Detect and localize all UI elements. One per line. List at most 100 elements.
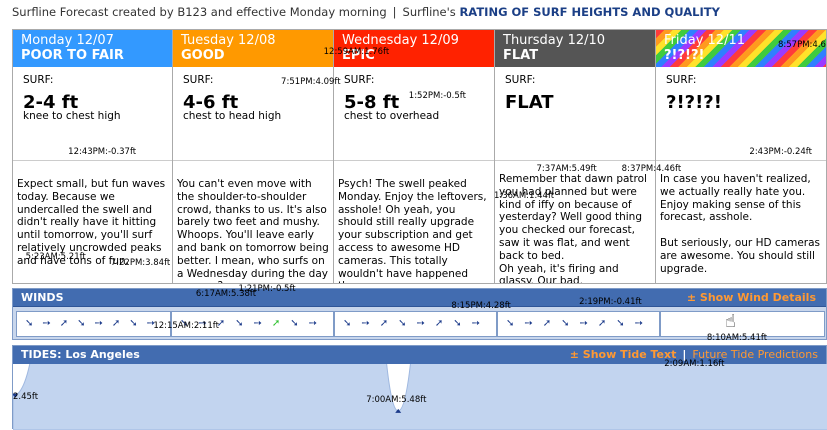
tides-title: TIDES: Los Angeles	[21, 348, 140, 361]
day-description: Psych! The swell peaked Monday. Enjoy th…	[338, 178, 487, 283]
day-date: Monday 12/07	[21, 33, 114, 48]
wind-arrow-icon: ➙	[416, 318, 425, 329]
day-header: Wednesday 12/09 EPIC	[334, 30, 494, 67]
day-rating: ?!?!?!	[664, 48, 705, 63]
wind-arrow-icon: ➘	[180, 318, 189, 329]
day-rating: FLAT	[503, 48, 539, 63]
tide-label: 8:10AM:5.41ft	[706, 332, 768, 343]
tide-label: 1:21PM:-0.5ft	[238, 284, 296, 295]
divider	[334, 160, 494, 161]
winds-header: WINDS ± Show Wind Details	[13, 289, 826, 307]
divider	[656, 160, 826, 161]
surf-height-desc: knee to chest high	[23, 110, 121, 122]
wind-arrow-icon: ➙	[524, 318, 533, 329]
surf-height-desc: chest to head high	[183, 110, 282, 122]
tide-label: 2.45ft	[13, 391, 39, 402]
wind-arrow-icon: ➘	[506, 318, 515, 329]
surf-height-desc: chest to overhead	[344, 110, 440, 122]
wind-arrow-icon: ➘	[77, 318, 86, 329]
tide-label: 7:22PM:3.84ft	[110, 257, 171, 268]
day-date: Thursday 12/10	[503, 33, 606, 48]
page-title: RATING OF SURF HEIGHTS AND QUALITY	[459, 5, 720, 19]
tide-label: 7:37AM:5.49ft	[536, 164, 597, 175]
winds-row: ➘ ➙ ➚ ➘ ➙ ➚ ➘ ➙ ➘ ➙ ➚ ➘ ➙ ➚ ➘ ➙ ➘ ➙ ➚ ➘ ➙ ➚ ➘ ➙ ➘ ➙ ➚ ➘ ➙ ➚ ➘ ➙	[16, 311, 825, 337]
wind-arrow-icon: ➘	[561, 318, 570, 329]
wind-arrow-icon: ➚	[434, 318, 444, 329]
day-header: Tuesday 12/08 GOOD	[173, 30, 333, 67]
wind-arrow-icon: ➘	[25, 318, 34, 329]
divider	[495, 160, 655, 161]
day-rating: POOR TO FAIR	[21, 48, 124, 63]
day-description: You can't even move with the shoulder-to…	[177, 178, 329, 283]
surf-height: 4-6 ft	[183, 92, 239, 113]
day-description: Remember that dawn patrol you had planne…	[499, 173, 647, 283]
tide-label: 7:00AM:5.48ft	[366, 394, 427, 405]
day-column-monday: Monday 12/07 POOR TO FAIR SURF: 2-4 ft k…	[13, 30, 173, 283]
wind-arrow-icon: ➘	[398, 318, 407, 329]
tide-label: 8:57PM:4.6	[778, 39, 826, 50]
surf-height: FLAT	[505, 92, 554, 113]
wind-arrow-icon: ➚	[59, 318, 69, 329]
hand-cursor-icon: ☝	[725, 311, 736, 332]
tide-label: 12:15AM:2.11ft	[153, 321, 219, 332]
day-header: Thursday 12/10 FLAT	[495, 30, 655, 67]
wind-arrow-icon: ➚	[542, 318, 552, 329]
tide-curve-chart	[13, 364, 827, 430]
day-date: Wednesday 12/09	[342, 33, 459, 48]
low-tide-marker	[13, 393, 18, 398]
tide-label: 2:43PM:-0.24ft	[749, 147, 812, 158]
wind-arrow-icon: ➙	[198, 318, 207, 329]
tide-label: 12:43PM:-0.37ft	[68, 147, 137, 158]
surf-label: SURF:	[183, 74, 214, 86]
winds-title: WINDS	[21, 291, 64, 304]
show-tide-text-link[interactable]: ± Show Tide Text	[569, 348, 677, 361]
wind-arrow-icon: ➘	[343, 318, 352, 329]
show-wind-details-link[interactable]: ± Show Wind Details	[686, 291, 816, 304]
title-separator: |	[392, 5, 397, 19]
surf-height: ?!?!?!	[666, 92, 722, 113]
wind-arrow-icon: ➙	[94, 318, 103, 329]
tide-label: 1:52PM:-0.5ft	[408, 90, 466, 101]
day-column-friday: Friday 12/11 ?!?!?! SURF: ?!?!?! In case…	[656, 30, 826, 283]
day-column-tuesday: Tuesday 12/08 GOOD SURF: 4-6 ft chest to…	[173, 30, 334, 283]
day-column-wednesday: Wednesday 12/09 EPIC SURF: 5-8 ft chest …	[334, 30, 495, 283]
future-tide-predictions-link[interactable]: Future Tide Predictions	[692, 348, 818, 361]
surf-label: SURF:	[505, 74, 536, 86]
wind-arrow-icon: ➙	[308, 318, 318, 329]
day-description: In case you haven't realized, we actuall…	[660, 173, 821, 275]
surf-label: SURF:	[23, 74, 54, 86]
divider	[13, 160, 172, 161]
day-date: Tuesday 12/08	[181, 33, 276, 48]
wind-day-cell: ➘ ➙ ➚ ➘ ➙ ➚ ➘ ➙	[171, 311, 334, 337]
day-column-thursday: Thursday 12/10 FLAT SURF: FLAT Remember …	[495, 30, 656, 283]
forecast-grid: Monday 12/07 POOR TO FAIR SURF: 2-4 ft k…	[12, 29, 827, 284]
surf-height: 5-8 ft	[344, 92, 400, 113]
high-tide-marker	[395, 408, 402, 413]
tides-header: TIDES: Los Angeles ± Show Tide Text | Futu…	[13, 346, 826, 364]
wind-day-cell	[660, 311, 825, 337]
day-header: Friday 12/11 ?!?!?!	[656, 30, 826, 67]
day-rating: EPIC	[342, 48, 375, 63]
tide-label: 5:23AM:5.21ft	[25, 251, 86, 262]
tide-label: 12:59AM:1.76ft	[323, 47, 390, 58]
wind-arrow-icon: ➚	[271, 318, 281, 329]
day-header: Monday 12/07 POOR TO FAIR	[13, 30, 172, 67]
surf-label: SURF:	[666, 74, 697, 86]
wind-arrow-icon: ➙	[579, 318, 588, 329]
wind-arrow-icon: ➙	[253, 318, 262, 329]
tide-label: 2:09AM:1.16ft	[664, 358, 725, 369]
wind-arrow-icon: ➘	[453, 318, 462, 329]
tide-label: 6:17AM:5.38ft	[195, 288, 257, 299]
wind-arrow-icon: ➘	[129, 318, 138, 329]
wind-day-cell: ➘ ➙ ➚ ➘ ➙ ➚ ➘ ➙	[16, 311, 171, 337]
wind-arrow-icon: ➙	[361, 318, 370, 329]
link-separator: |	[682, 348, 687, 361]
page-title-line: Surfline Forecast created by B123 and ef…	[12, 5, 720, 19]
tide-label: 8:15PM:4.28ft	[451, 301, 511, 312]
wind-arrow-icon: ➘	[290, 318, 299, 329]
divider	[173, 160, 333, 161]
tide-label: 1:36AM:1.44ft	[493, 190, 555, 201]
day-description: Expect small, but fun waves today. Becau…	[17, 178, 166, 267]
wind-day-cell: ➘ ➙ ➚ ➘ ➙ ➚ ➘ ➙	[334, 311, 497, 337]
tide-curve	[13, 364, 827, 430]
